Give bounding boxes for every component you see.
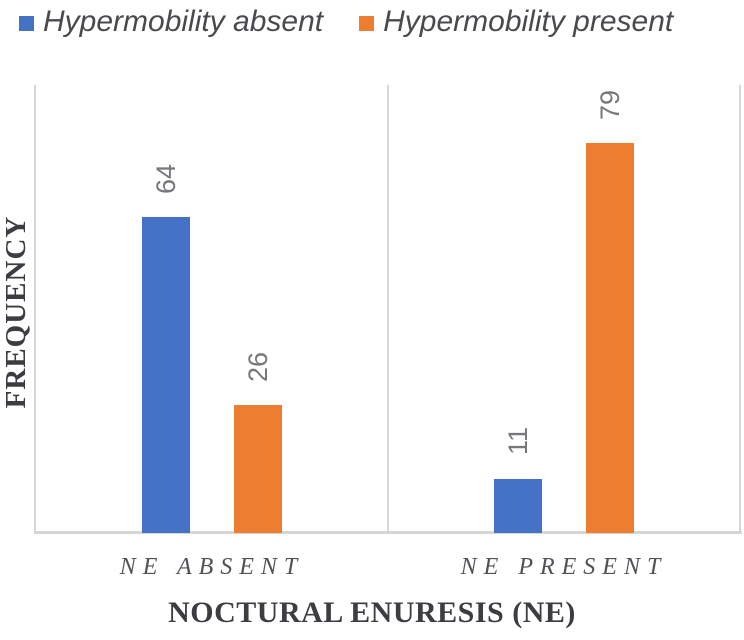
- y-axis-title: FREQUENCY: [0, 215, 32, 409]
- x-axis-line: [34, 531, 742, 534]
- legend: Hypermobility absent Hypermobility prese…: [19, 0, 673, 44]
- data-label-26: 26: [243, 351, 273, 383]
- bar-ne-present-series-0: [494, 479, 542, 533]
- plot-divider-line: [387, 85, 389, 533]
- legend-item-hypermobility-absent: Hypermobility absent: [19, 5, 323, 39]
- x-axis-title: NOCTURAL ENURESIS (NE): [168, 596, 576, 629]
- data-label-11: 11: [503, 426, 533, 456]
- data-label-79: 79: [595, 89, 625, 121]
- bar-ne-absent-series-1: [234, 405, 282, 533]
- plot-border-right: [739, 85, 741, 533]
- bar-ne-absent-series-0: [142, 217, 190, 533]
- category-label-ne-absent: NE ABSENT: [119, 554, 305, 580]
- legend-label-hypermobility-absent: Hypermobility absent: [43, 5, 324, 38]
- data-label-64: 64: [151, 163, 181, 195]
- legend-swatch-orange-icon: [359, 15, 375, 31]
- legend-item-hypermobility-present: Hypermobility present: [359, 5, 673, 39]
- plot-border-left: [34, 85, 36, 533]
- legend-swatch-blue-icon: [19, 15, 34, 31]
- category-label-ne-present: NE PRESENT: [460, 554, 668, 580]
- bar-ne-present-series-1: [586, 143, 634, 533]
- legend-label-hypermobility-present: Hypermobility present: [383, 5, 674, 38]
